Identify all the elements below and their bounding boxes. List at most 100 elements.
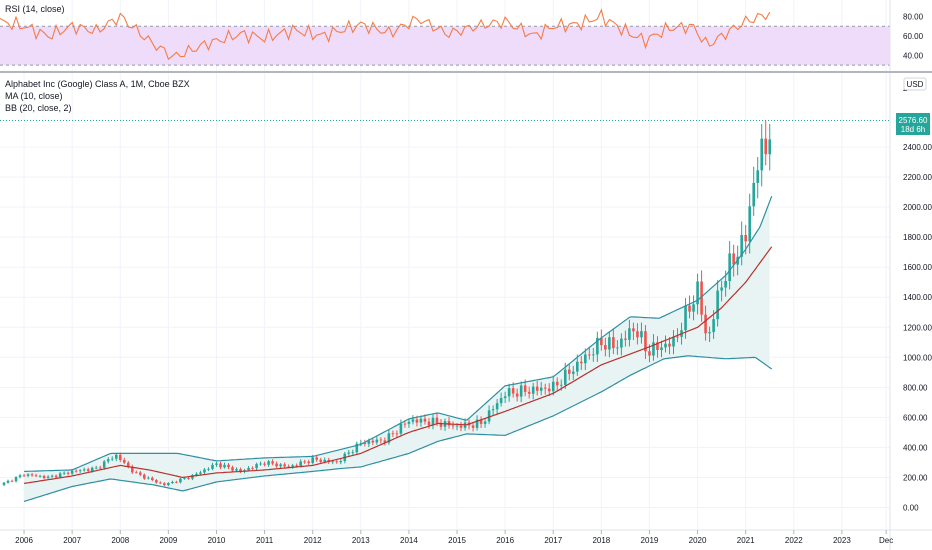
- candle-body: [22, 475, 26, 477]
- candle-body: [78, 470, 82, 472]
- x-tick-label: 2010: [208, 536, 226, 545]
- candle-body: [760, 138, 764, 171]
- candle-body: [419, 418, 423, 423]
- candle-body: [347, 452, 351, 454]
- candle-body: [596, 337, 599, 355]
- rsi-tick-label: 40.00: [903, 51, 924, 60]
- last-price-label: 2576.60: [899, 116, 928, 125]
- candle-body: [307, 461, 310, 464]
- candle-body: [539, 387, 543, 391]
- candle-body: [94, 467, 98, 469]
- candle-body: [555, 381, 559, 386]
- candle-body: [255, 464, 258, 469]
- y-tick-label: 600.00: [903, 413, 928, 422]
- candle-body: [435, 417, 439, 423]
- candle-body: [732, 253, 735, 265]
- currency-badge[interactable]: USD: [903, 77, 927, 91]
- candle-body: [395, 433, 399, 435]
- candle-body: [139, 472, 142, 475]
- candle-body: [223, 464, 226, 468]
- candle-body: [704, 314, 707, 334]
- candle-body: [58, 473, 62, 478]
- candle-body: [559, 384, 563, 386]
- candle-body: [580, 361, 583, 364]
- x-tick-label: 2017: [544, 536, 562, 545]
- candle-body: [660, 347, 663, 351]
- rsi-tick-label: 60.00: [903, 32, 924, 41]
- rsi-line: [0, 8, 771, 61]
- candle-body: [122, 459, 126, 463]
- candle-body: [10, 480, 14, 482]
- candle-body: [535, 386, 539, 391]
- x-tick-label: 2015: [448, 536, 466, 545]
- candle-body: [251, 468, 254, 469]
- candle-body: [604, 345, 607, 350]
- candle-body: [624, 338, 627, 340]
- candle-body: [183, 478, 186, 479]
- candle-body: [491, 409, 495, 411]
- candle-body: [38, 475, 42, 477]
- candle-body: [592, 354, 595, 356]
- candle-body: [167, 483, 170, 486]
- candle-body: [331, 461, 335, 463]
- candle-body: [455, 425, 459, 427]
- x-tick-label: 2012: [304, 536, 322, 545]
- candle-body: [688, 305, 691, 312]
- candle-body: [275, 463, 278, 467]
- candle-body: [283, 464, 286, 467]
- candle-body: [700, 281, 703, 315]
- candle-body: [143, 474, 146, 479]
- candle-body: [411, 419, 415, 422]
- candle-body: [30, 474, 34, 476]
- candle-body: [319, 459, 323, 462]
- x-tick-label: 2023: [833, 536, 851, 545]
- candle-body: [447, 421, 451, 426]
- candle-body: [515, 393, 519, 397]
- candle-body: [50, 475, 54, 477]
- candle-body: [487, 410, 491, 422]
- x-tick-label: 2006: [15, 536, 33, 545]
- bb-upper-line: [24, 195, 773, 472]
- x-tick-label: 2014: [400, 536, 418, 545]
- candle-body: [98, 467, 102, 469]
- candle-body: [118, 454, 122, 460]
- candle-body: [672, 336, 675, 347]
- candle-body: [523, 385, 527, 392]
- candle-body: [684, 305, 687, 331]
- x-tick-label: 2009: [159, 536, 177, 545]
- rsi-legend[interactable]: RSI (14, close): [5, 4, 65, 14]
- ma-legend[interactable]: MA (10, close): [5, 91, 63, 101]
- x-tick-label: 2013: [352, 536, 370, 545]
- candle-body: [692, 304, 695, 312]
- candle-body: [191, 475, 194, 479]
- candle-body: [114, 454, 118, 459]
- bb-legend[interactable]: BB (20, close, 2): [5, 103, 72, 113]
- candle-body: [159, 482, 162, 484]
- candle-body: [764, 138, 768, 155]
- candle-body: [439, 422, 443, 427]
- candle-body: [199, 472, 202, 474]
- candle-body: [656, 342, 659, 351]
- candle-body: [483, 421, 487, 424]
- candle-body: [696, 281, 699, 305]
- candle-body: [644, 331, 647, 352]
- last-price-tag-bg: [896, 113, 930, 135]
- candle-body: [600, 337, 603, 346]
- candle-body: [379, 439, 383, 441]
- x-tick-label: 2007: [63, 536, 81, 545]
- candle-body: [163, 483, 166, 486]
- candle-body: [375, 439, 379, 443]
- candle-body: [239, 469, 242, 472]
- candle-body: [359, 442, 363, 444]
- candle-body: [279, 464, 282, 467]
- chart-title[interactable]: Alphabet Inc (Google) Class A, 1M, Cboe …: [5, 79, 190, 89]
- candle-body: [363, 442, 367, 444]
- candle-body: [219, 463, 222, 468]
- candle-body: [267, 461, 270, 465]
- candle-body: [351, 452, 355, 454]
- candle-body: [724, 281, 727, 288]
- y-tick-label: 2000.00: [903, 203, 932, 212]
- candle-body: [752, 182, 755, 207]
